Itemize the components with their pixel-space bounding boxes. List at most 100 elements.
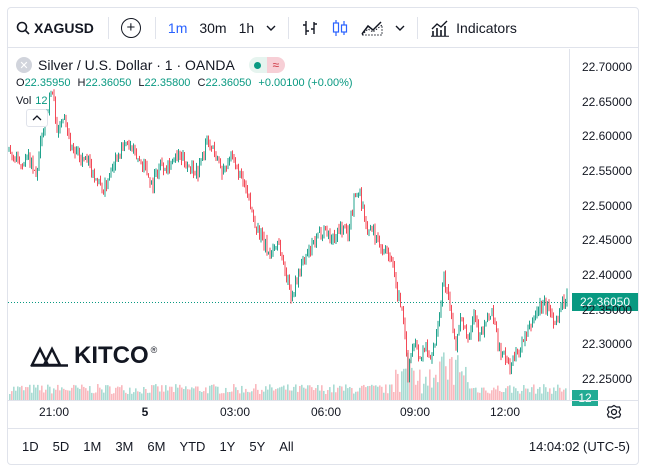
volume-bar: [129, 387, 131, 400]
volume-bar: [561, 391, 563, 400]
volume-bar: [37, 384, 39, 400]
volume-bar: [249, 392, 251, 400]
registered-mark: ®: [150, 345, 158, 355]
interval-30m[interactable]: 30m: [199, 19, 227, 36]
volume-bar: [319, 390, 321, 400]
close-icon[interactable]: ✕: [16, 57, 32, 73]
volume-bar: [321, 385, 323, 400]
volume-bar: [239, 393, 241, 400]
volume-bar: [357, 391, 359, 400]
range-6m[interactable]: 6M: [147, 439, 166, 454]
interval-1h[interactable]: 1h: [238, 19, 255, 36]
volume-bar: [447, 379, 449, 400]
volume-bar: [169, 386, 171, 400]
volume-bar: [449, 358, 451, 400]
volume-bar: [553, 387, 555, 400]
market-status[interactable]: ≈: [248, 57, 285, 73]
interval-1m[interactable]: 1m: [167, 19, 188, 36]
volume-bar: [261, 389, 263, 400]
price-chart[interactable]: [8, 49, 569, 400]
volume-bar: [487, 392, 489, 400]
volume-bar: [161, 385, 163, 400]
indicators-button[interactable]: Indicators: [424, 8, 523, 48]
volume-bar: [543, 384, 545, 400]
volume-bar: [51, 393, 53, 400]
volume-bar: [415, 384, 417, 400]
volume-bars: [9, 352, 567, 400]
volume-bar: [311, 387, 313, 400]
price-axis[interactable]: 22.36050 12 22.70000 22.65000 22.60000 22.5…: [569, 49, 638, 406]
volume-bar: [97, 384, 99, 400]
volume-bar: [199, 391, 201, 400]
change-value: +0.00100 (+0.00%): [258, 77, 353, 89]
volume-bar: [189, 389, 191, 400]
volume-bar: [315, 388, 317, 400]
range-1d[interactable]: 1D: [22, 439, 39, 454]
area-style-button[interactable]: [355, 8, 389, 48]
clock-timezone[interactable]: 14:04:02 (UTC-5): [528, 439, 630, 454]
range-5d[interactable]: 5D: [52, 439, 70, 454]
volume-bar: [325, 393, 327, 400]
chart-style-dropdown[interactable]: [389, 8, 411, 48]
price-tick-label: 22.25000: [581, 372, 632, 387]
divider: [288, 16, 290, 39]
candles-style-button[interactable]: [325, 8, 355, 48]
volume-bar: [283, 385, 285, 400]
volume-bar: [377, 386, 379, 400]
range-5y[interactable]: 5Y: [249, 439, 266, 454]
volume-bar: [341, 386, 343, 400]
volume-bar: [171, 386, 173, 400]
volume-bar: [69, 390, 71, 400]
volume-bar: [305, 388, 307, 400]
volume-bar: [481, 387, 483, 400]
volume-bar: [445, 366, 447, 400]
volume-bar: [331, 392, 333, 400]
bar-style-button[interactable]: [295, 8, 325, 48]
volume-bar: [353, 393, 355, 400]
volume-bar: [295, 384, 297, 400]
interval-dropdown[interactable]: [260, 8, 282, 48]
volume-bar: [483, 387, 485, 400]
volume-bar: [179, 384, 181, 400]
volume-bar: [131, 393, 133, 400]
volume-bar: [363, 384, 365, 400]
volume-bar: [63, 388, 65, 400]
compare-add-icon[interactable]: +: [120, 17, 141, 38]
volume-bar: [541, 393, 543, 400]
volume-bar: [383, 392, 385, 400]
settings-gear-icon[interactable]: [606, 404, 622, 420]
volume-bar: [557, 384, 559, 400]
volume-bar: [291, 390, 293, 400]
volume-bar: [205, 387, 207, 400]
range-1y[interactable]: 1Y: [219, 439, 236, 454]
range-ytd[interactable]: YTD: [179, 439, 206, 454]
volume-bar: [221, 393, 223, 400]
range-3m[interactable]: 3M: [115, 439, 134, 454]
symbol-search[interactable]: XAGUSD: [8, 8, 102, 48]
volume-bar: [271, 387, 273, 400]
time-axis[interactable]: 21:00 5 03:00 06:00 09:00 12:00: [8, 400, 638, 422]
volume-bar: [559, 387, 561, 400]
volume-bar: [521, 390, 523, 400]
volume-bar: [531, 387, 533, 400]
bottom-toolbar: 1D 5D 1M 3M 6M YTD 1Y 5Y All 14:04:02 (U…: [8, 428, 638, 464]
volume-bar: [153, 385, 155, 400]
price-tick-label: 22.45000: [581, 233, 632, 248]
volume-bar: [183, 389, 185, 400]
volume-bar: [155, 384, 157, 400]
logo-text: KITCO: [74, 342, 149, 369]
volume-bar: [493, 387, 495, 400]
collapse-legend-button[interactable]: [26, 109, 48, 127]
volume-bar: [431, 387, 433, 400]
volume-bar: [141, 393, 143, 400]
volume-bar: [181, 387, 183, 400]
volume-bar: [245, 388, 247, 400]
volume-bar: [53, 388, 55, 400]
volume-bar: [385, 384, 387, 400]
candles: [8, 89, 568, 383]
volume-bar: [401, 371, 403, 400]
volume-bar: [359, 387, 361, 400]
volume-bar: [333, 384, 335, 400]
range-all[interactable]: All: [279, 439, 294, 454]
range-1m[interactable]: 1M: [83, 439, 102, 454]
